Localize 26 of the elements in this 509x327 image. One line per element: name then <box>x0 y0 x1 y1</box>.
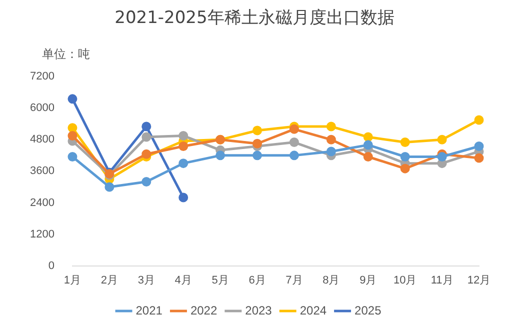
y-tick-label: 2400 <box>30 196 54 209</box>
x-tick-label: 7月 <box>286 274 303 286</box>
x-tick-label: 6月 <box>248 274 266 286</box>
legend-label: 2021 <box>136 303 163 318</box>
x-tick-label: 8月 <box>322 274 340 286</box>
legend-label: 2022 <box>190 303 218 318</box>
y-tick-label: 1200 <box>30 228 54 240</box>
x-tick-label: 10月 <box>393 274 417 286</box>
legend-label: 2025 <box>354 303 382 318</box>
x-tick-label: 3月 <box>138 274 155 286</box>
y-tick-label: 4800 <box>30 134 54 146</box>
chart-title: 2021-2025年稀土永磁月度出口数据 <box>114 7 396 29</box>
x-tick-label: 2月 <box>100 274 118 286</box>
y-tick-label: 6000 <box>30 102 54 114</box>
x-tick-label: 11月 <box>430 274 454 286</box>
x-tick-label: 1月 <box>64 274 82 286</box>
x-tick-label: 12月 <box>467 274 491 286</box>
legend-label: 2024 <box>300 303 327 318</box>
y-axis-title: 单位：吨 <box>42 46 90 63</box>
x-tick-label: 5月 <box>212 274 229 286</box>
x-tick-label: 9月 <box>360 274 377 286</box>
legend-label: 2023 <box>245 303 272 318</box>
y-tick-label: 7200 <box>30 70 54 83</box>
y-tick-label: 3600 <box>30 165 54 178</box>
y-tick-label: 0 <box>48 260 54 272</box>
x-tick-label: 4月 <box>174 274 192 286</box>
